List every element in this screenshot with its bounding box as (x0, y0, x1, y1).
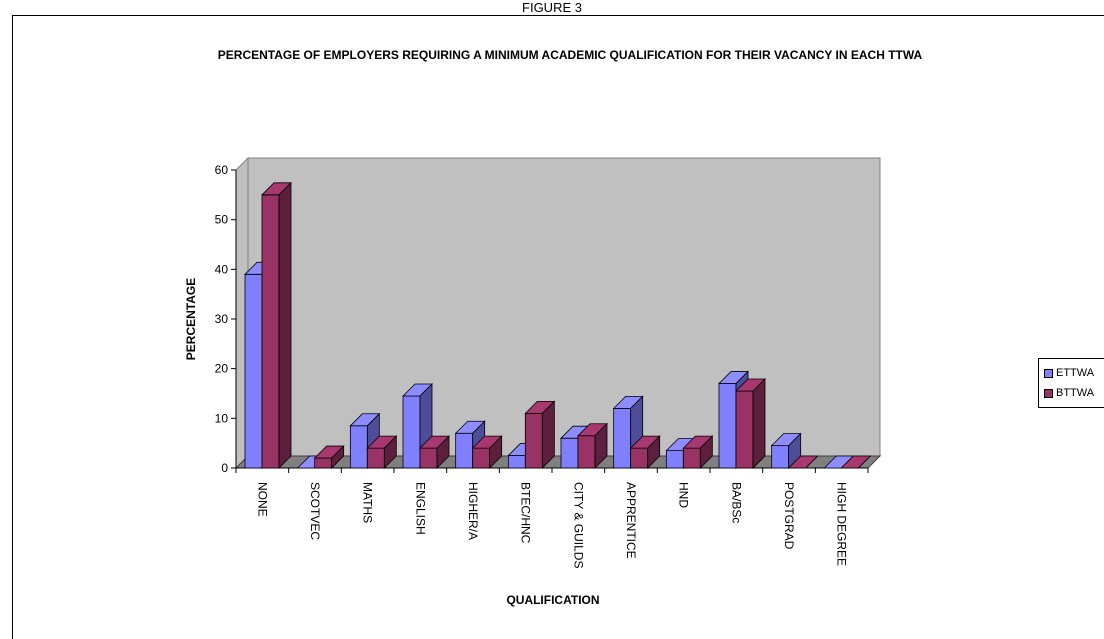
figure-caption: FIGURE 3 (522, 0, 582, 15)
bar-ettwa-front (402, 395, 421, 469)
x-category-label: MATHS (361, 482, 375, 523)
y-tick-label: 30 (215, 312, 229, 326)
bar-bttwa-side (383, 435, 397, 469)
bar-ettwa-front (507, 455, 526, 469)
y-tick-label: 50 (215, 213, 229, 227)
plot-back-wall (247, 157, 881, 457)
bar-bttwa-front (577, 435, 596, 469)
bar-bttwa-side (594, 422, 608, 469)
bar-bttwa-front (682, 447, 701, 469)
chart-title: PERCENTAGE OF EMPLOYERS REQUIRING A MINI… (217, 48, 923, 62)
bar-ettwa-front (665, 450, 684, 469)
x-category-label: CITY & GUILDS (571, 482, 585, 568)
bar-bttwa-side (752, 378, 766, 469)
x-category-label: ENGLISH (413, 482, 427, 535)
bar-bttwa-front (472, 447, 491, 469)
y-tick-label: 60 (215, 163, 229, 177)
bar-bttwa-side (331, 445, 345, 469)
legend-item-etwa: ETTWA (1044, 366, 1094, 380)
x-category-label: POSTGRAD (782, 482, 796, 550)
x-category-label: HIGHER/A (466, 482, 480, 540)
y-axis-title: PERCENTAGE (184, 278, 198, 360)
bar-bttwa-front (314, 457, 333, 469)
bar-bttwa-front (524, 412, 543, 469)
bar-bttwa-side (647, 435, 661, 469)
legend-label-etwa: ETTWA (1056, 367, 1095, 379)
legend-swatch-btwa (1044, 388, 1053, 398)
bar-ettwa-front (560, 437, 579, 469)
x-axis-title: QUALIFICATION (506, 593, 599, 607)
bar-ettwa-front (771, 445, 790, 469)
x-category-label: NONE (255, 482, 269, 517)
legend-item-btwa: BTTWA (1044, 386, 1094, 400)
x-category-label: HND (677, 482, 691, 508)
bar-bttwa-front (366, 447, 385, 469)
bar-ettwa-front (244, 273, 263, 469)
legend-swatch-etwa (1044, 368, 1053, 378)
bar-ettwa-front (349, 425, 368, 469)
bar-ettwa-front (613, 407, 632, 469)
bar-bttwa-side (805, 455, 818, 469)
bar-bttwa-side (858, 455, 871, 469)
legend-label-btwa: BTTWA (1056, 387, 1095, 399)
bar-bttwa-side (541, 400, 555, 469)
x-category-label: HIGH DEGREE (835, 482, 849, 566)
bar-bttwa-side (699, 435, 713, 469)
bar-bttwa-side (278, 181, 292, 469)
y-tick-label: 40 (215, 262, 229, 276)
chart-frame (12, 15, 1104, 639)
y-tick-label: 10 (215, 411, 229, 425)
bar-bttwa-front (630, 447, 649, 469)
bar-bttwa-side (436, 435, 450, 469)
x-category-label: BA/BSc (729, 482, 743, 523)
x-category-label: SCOTVEC (308, 482, 322, 540)
bar-bttwa-front (735, 390, 754, 469)
y-tick-label: 0 (221, 461, 228, 475)
x-category-label: BTEC/HNC (519, 482, 533, 544)
legend: ETTWA BTTWA (1038, 358, 1104, 408)
y-tick-label: 20 (215, 362, 229, 376)
bar-ettwa-front (718, 383, 737, 469)
bar-bttwa-front (261, 194, 280, 469)
bar-ettwa-front (455, 432, 474, 469)
bar-bttwa-side (489, 435, 503, 469)
x-category-label: APPRENTICE (624, 482, 638, 559)
bar-bttwa-front (419, 447, 438, 469)
